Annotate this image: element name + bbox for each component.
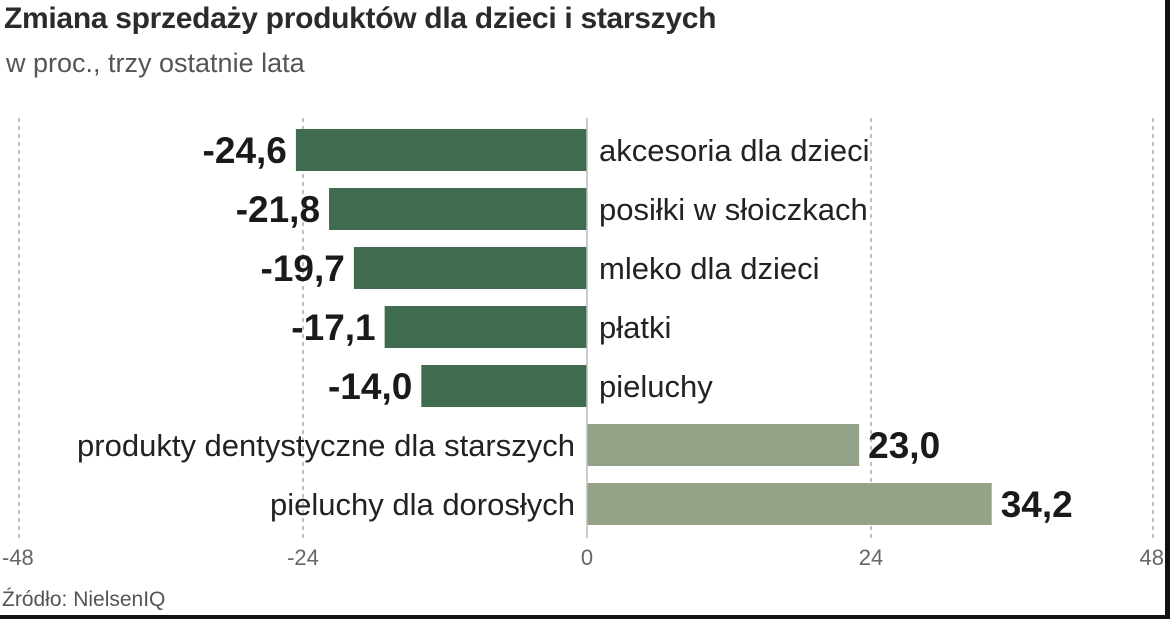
category-label: pieluchy: [599, 369, 713, 404]
chart-subtitle: w proc., trzy ostatnie lata: [6, 48, 305, 78]
x-tick-label: 0: [581, 545, 593, 570]
value-label: -19,7: [261, 248, 345, 289]
bar: [421, 365, 587, 407]
value-label: -21,8: [236, 189, 320, 230]
bottom-border: [0, 615, 1170, 619]
bar: [295, 129, 587, 171]
value-label: 23,0: [868, 425, 940, 466]
category-label: akcesoria dla dzieci: [599, 133, 870, 168]
x-tick-label: 24: [859, 545, 883, 570]
bar-chart: akcesoria dla dzieci -24,6 posiłki w słoic…: [2, 118, 1164, 570]
category-label: pieluchy dla dorosłych: [270, 487, 575, 522]
category-label: posiłki w słoiczkach: [599, 192, 868, 227]
value-label: -14,0: [328, 366, 412, 407]
x-tick-label: -48: [2, 545, 34, 570]
value-label: -24,6: [203, 130, 287, 171]
value-label: -17,1: [291, 307, 375, 348]
bar: [587, 424, 860, 466]
bar: [587, 483, 992, 525]
x-tick-label: 48: [1140, 545, 1164, 570]
bar: [384, 306, 587, 348]
chart-title: Zmiana sprzedaży produktów dla dzieci i …: [4, 2, 717, 35]
x-tick-label: -24: [287, 545, 319, 570]
bar: [353, 247, 587, 289]
category-label: mleko dla dzieci: [599, 251, 820, 286]
right-border: [1165, 0, 1170, 619]
category-label: płatki: [599, 310, 671, 345]
category-label: produkty dentystyczne dla starszych: [77, 428, 575, 463]
value-label: 34,2: [1001, 484, 1073, 525]
bar: [329, 188, 587, 230]
source-note: Źródło: NielsenIQ: [2, 588, 166, 611]
